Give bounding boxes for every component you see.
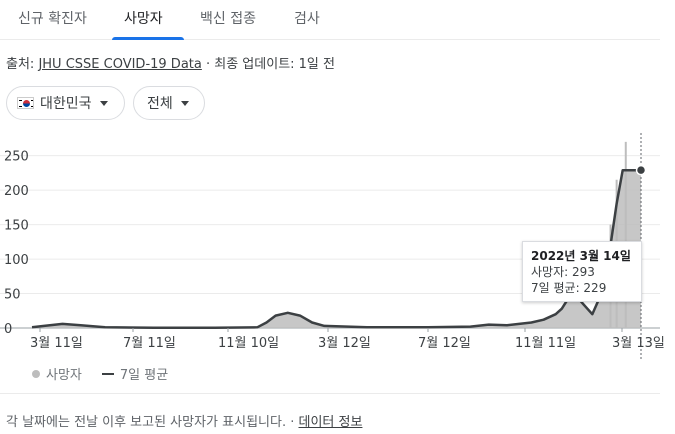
period-label: 전체 [147,96,173,112]
tooltip-date: 2022년 3월 14일 [531,249,631,263]
korea-flag-icon [17,97,34,109]
x-tick-label: 3월 13일 [612,336,665,351]
tab-vaccinations[interactable]: 백신 접종 [200,11,256,27]
tooltip-deaths: 사망자: 293 [531,265,595,279]
tooltip-average: 7일 평균: 229 [531,281,607,295]
data-info-link[interactable]: 데이터 정보 [298,415,363,430]
x-tick-label: 7월 11일 [123,336,176,351]
legend-deaths: 사망자 [46,368,82,383]
period-dropdown[interactable]: 전체 [133,86,205,120]
average-line [31,168,641,329]
y-tick-label: 0 [4,322,12,337]
footer-separator: · [286,415,299,430]
x-tick-label: 11월 10일 [218,336,279,351]
footer-text: 각 날짜에는 전날 이후 보고된 사망자가 표시됩니다. [6,415,287,430]
y-tick-label: 150 [4,219,29,234]
last-updated: · 최종 업데이트: 1일 전 [201,57,335,72]
y-tick-label: 50 [4,288,21,303]
highlight-point [635,164,647,176]
deaths-area [32,170,641,328]
source-prefix: 출처: [6,57,39,72]
y-tick-label: 100 [4,253,29,268]
y-tick-label: 250 [4,150,29,165]
source-line: 출처: JHU CSSE COVID-19 Data · 최종 업데이트: 1일… [6,53,335,72]
x-tick-label: 3월 12일 [318,336,371,351]
tab-tests[interactable]: 검사 [294,11,320,27]
chart-tooltip: 2022년 3월 14일 사망자: 293 7일 평균: 229 [522,241,642,302]
tab-deaths[interactable]: 사망자 [124,11,163,27]
region-dropdown[interactable]: 대한민국 [6,86,125,120]
divider [0,393,660,394]
deaths-legend-swatch [32,369,40,378]
active-tab-indicator [112,37,184,40]
tab-bar: 신규 확진자 사망자 백신 접종 검사 [0,0,660,40]
chevron-down-icon [99,100,108,106]
region-label: 대한민국 [40,96,92,112]
x-tick-label: 7월 12일 [418,336,471,351]
chart-legend: 사망자 7일 평균 [32,364,168,383]
average-legend-swatch [101,372,114,375]
footer-note: 각 날짜에는 전날 이후 보고된 사망자가 표시됩니다. · 데이터 정보 [6,411,362,430]
source-link[interactable]: JHU CSSE COVID-19 Data [38,57,202,72]
legend-average: 7일 평균 [119,368,169,383]
tab-new-cases[interactable]: 신규 확진자 [18,11,87,27]
x-tick-label: 11월 11일 [515,336,576,351]
chevron-down-icon [180,100,189,106]
deaths-chart[interactable]: 0 50 100 150 200 250 3월 11일 7월 11일 11월 10일 3월 12일… [0,125,675,360]
x-tick-label: 3월 11일 [30,336,83,351]
y-tick-label: 200 [4,184,29,199]
